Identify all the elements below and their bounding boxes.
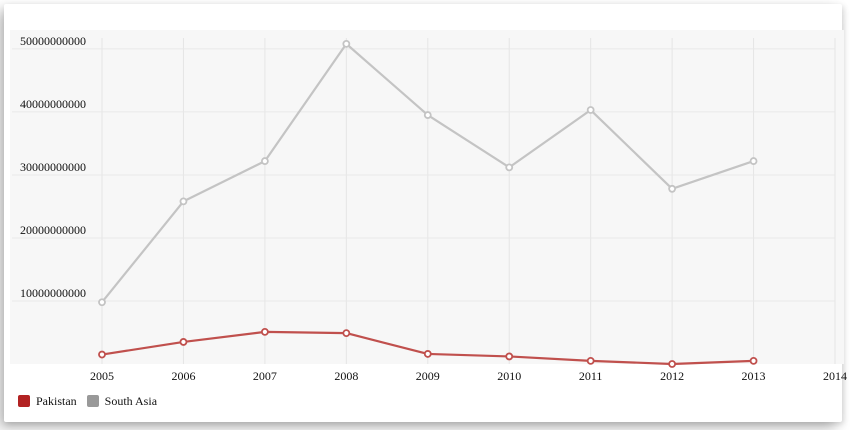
data-point-pakistan[interactable] <box>423 350 432 358</box>
x-tick-label: 2011 <box>579 369 603 383</box>
x-tick-label: 2005 <box>90 369 114 383</box>
data-point-south-asia[interactable] <box>423 111 432 119</box>
data-point-south-asia[interactable] <box>260 157 269 165</box>
x-tick-label: 2013 <box>742 369 766 383</box>
data-point-pakistan[interactable] <box>98 350 106 359</box>
data-point-south-asia[interactable] <box>98 298 106 307</box>
x-axis: 2005 2006 2007 2008 2009 2010 2011 2012 2013 2014 <box>90 369 847 383</box>
data-point-pakistan[interactable] <box>260 327 269 336</box>
y-tick-label: 50000000000 <box>20 34 86 48</box>
x-tick-label: 2008 <box>334 369 358 383</box>
data-point-pakistan[interactable] <box>179 338 188 346</box>
x-tick-label: 2012 <box>660 369 684 383</box>
data-point-pakistan[interactable] <box>342 329 351 338</box>
y-tick-label: 40000000000 <box>20 97 86 111</box>
x-tick-label: 2006 <box>171 369 195 383</box>
plot-area <box>10 30 844 364</box>
x-tick-label: 2014 <box>823 369 847 383</box>
data-point-south-asia[interactable] <box>749 157 758 165</box>
data-point-pakistan[interactable] <box>749 356 758 365</box>
y-axis: 10000000000 20000000000 30000000000 4000000… <box>20 34 86 300</box>
data-point-south-asia[interactable] <box>586 106 595 114</box>
y-tick-label: 30000000000 <box>20 160 86 174</box>
data-point-south-asia[interactable] <box>179 197 188 206</box>
gridlines <box>12 38 836 364</box>
legend: Pakistan South Asia <box>18 392 161 410</box>
legend-item-pakistan[interactable]: Pakistan <box>18 394 77 409</box>
data-point-south-asia[interactable] <box>342 39 351 48</box>
legend-label-pakistan: Pakistan <box>36 393 77 408</box>
y-tick-label: 10000000000 <box>20 286 86 300</box>
legend-label-south-asia: South Asia <box>104 393 158 408</box>
data-point-pakistan[interactable] <box>586 356 595 365</box>
data-point-pakistan[interactable] <box>505 352 514 361</box>
legend-swatch-pakistan <box>18 395 30 407</box>
x-tick-label: 2010 <box>497 369 521 383</box>
x-tick-label: 2009 <box>416 369 440 383</box>
series-layer <box>98 39 758 368</box>
x-tick-label: 2007 <box>253 369 277 383</box>
data-point-south-asia[interactable] <box>505 163 514 172</box>
legend-swatch-south-asia <box>86 395 99 407</box>
data-point-south-asia[interactable] <box>668 184 677 193</box>
legend-item-south-asia[interactable]: South Asia <box>86 393 158 409</box>
y-tick-label: 20000000000 <box>20 223 86 237</box>
data-point-pakistan[interactable] <box>668 360 677 368</box>
